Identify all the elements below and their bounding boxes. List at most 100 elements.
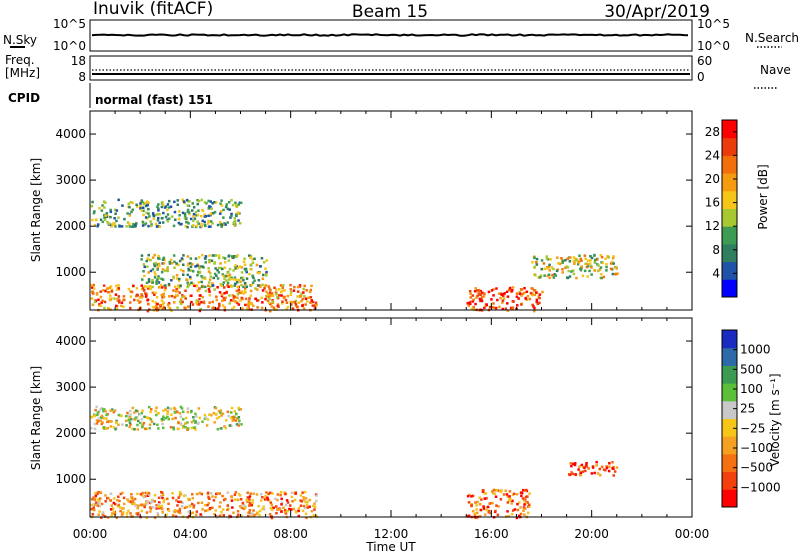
velocity-cell-1-234 <box>124 415 128 418</box>
power-cell-0-213 <box>172 289 175 292</box>
velocity-cell-0-359 <box>118 499 121 503</box>
velocity-cell-0-200 <box>153 516 157 519</box>
power-cell-1-141 <box>260 257 264 260</box>
velocity-cell-0-72 <box>222 514 225 517</box>
velocity-cell-2-71 <box>513 508 517 511</box>
power-cell-0-18 <box>176 294 179 297</box>
velocity-cell-0-408 <box>92 506 95 509</box>
velocity-cell-1-148 <box>173 408 177 411</box>
freq-label-line2: [MHz] <box>5 66 40 80</box>
power-cell-3-35 <box>509 306 513 310</box>
power-cell-2-158 <box>191 209 194 212</box>
power-cell-4-102 <box>555 269 559 273</box>
velocity-cell-0-58 <box>181 501 184 505</box>
velocity-cell-2-99 <box>491 501 494 505</box>
velocity-cell-1-80 <box>235 417 239 420</box>
power-colorbar-segment-9 <box>722 120 737 139</box>
velocity-cell-0-265 <box>91 513 95 516</box>
power-cell-0-314 <box>211 300 214 304</box>
power-cell-2-241 <box>161 201 164 204</box>
power-cell-2-180 <box>162 211 165 215</box>
power-cell-2-194 <box>191 202 194 205</box>
power-cell-1-237 <box>243 281 247 285</box>
velocity-colorbar-label-5: −100 <box>740 441 773 455</box>
velocity-cell-1-67 <box>238 408 241 411</box>
power-cell-4-12 <box>615 267 618 270</box>
velocity-cell-0-178 <box>308 505 311 508</box>
power-cell-1-271 <box>146 265 149 268</box>
power-cell-1-253 <box>186 278 189 282</box>
power-cell-1-163 <box>149 258 152 262</box>
power-cell-1-116 <box>196 264 199 267</box>
velocity-cell-0-116 <box>286 509 289 513</box>
power-cell-0-417 <box>93 300 97 303</box>
velocity-cell-1-110 <box>124 419 128 423</box>
power-cell-3-69 <box>537 295 540 298</box>
power-cell-0-115 <box>311 304 315 307</box>
power-cell-2-247 <box>128 214 132 217</box>
velocity-cell-3-12 <box>570 464 573 468</box>
velocity-cell-0-2 <box>122 496 126 500</box>
velocity-cell-0-345 <box>279 491 283 494</box>
velocity-cell-2-107 <box>474 501 477 504</box>
power-cell-0-67 <box>168 295 171 298</box>
power-cell-2-267 <box>113 217 116 220</box>
velocity-cell-0-55 <box>211 495 214 498</box>
velocity-cell-1-13 <box>186 421 189 424</box>
power-cell-2-52 <box>205 202 208 205</box>
velocity-cell-0-225 <box>234 491 238 494</box>
power-cell-1-138 <box>223 277 226 280</box>
power-cell-1-106 <box>264 267 267 270</box>
velocity-cell-0-315 <box>158 501 161 504</box>
velocity-cell-1-147 <box>117 423 120 426</box>
velocity-cell-1-38 <box>110 408 114 411</box>
power-cell-0-293 <box>166 303 170 306</box>
power-cell-2-33 <box>167 206 171 209</box>
velocity-cell-0-242 <box>140 509 144 513</box>
velocity-cell-0-73 <box>297 514 300 518</box>
power-colorbar-segment-5 <box>722 190 737 209</box>
power-cell-0-401 <box>147 302 150 306</box>
power-cell-2-285 <box>230 212 233 216</box>
power-cell-0-144 <box>307 296 310 299</box>
velocity-cell-0-377 <box>248 502 252 505</box>
velocity-cell-0-375 <box>153 493 157 497</box>
power-cell-4-17 <box>568 260 572 263</box>
power-cell-2-127 <box>173 210 177 214</box>
power-cell-3-2 <box>523 287 526 290</box>
power-cell-2-249 <box>152 217 156 220</box>
velocity-cell-1-146 <box>168 407 172 411</box>
velocity-cell-1-113 <box>164 408 167 411</box>
velocity-cell-1-187 <box>90 415 94 419</box>
velocity-cell-0-94 <box>142 495 145 499</box>
velocity-cell-2-86 <box>521 497 525 500</box>
power-cell-1-76 <box>189 262 192 265</box>
power-cell-0-242 <box>224 296 227 299</box>
power-cell-0-389 <box>246 303 250 306</box>
power-cell-2-111 <box>201 219 204 223</box>
velocity-cell-0-75 <box>301 491 304 494</box>
power-cell-0-420 <box>132 284 135 288</box>
velocity-cell-1-183 <box>197 407 201 410</box>
velocity-cell-1-68 <box>149 418 153 421</box>
power-cell-4-130 <box>548 263 551 267</box>
velocity-cell-1-229 <box>171 417 174 421</box>
power-cell-4-134 <box>594 258 597 262</box>
velocity-cell-0-349 <box>290 491 294 495</box>
power-cell-0-139 <box>97 298 100 301</box>
power-cell-0-269 <box>135 294 138 298</box>
power-colorbar-segment-3 <box>722 226 737 245</box>
power-cell-2-7 <box>195 214 198 217</box>
power-cell-4-104 <box>602 275 606 279</box>
power-cell-3-120 <box>516 304 519 307</box>
power-cell-0-271 <box>179 298 183 301</box>
power-cell-0-339 <box>204 289 208 293</box>
velocity-cell-1-177 <box>148 405 151 409</box>
velocity-cell-0-418 <box>96 504 100 507</box>
velocity-cell-1-232 <box>190 426 194 430</box>
power-data-layer <box>90 198 619 313</box>
power-cell-1-209 <box>245 277 249 280</box>
power-cell-0-368 <box>190 300 193 304</box>
power-cell-0-32 <box>133 298 136 302</box>
